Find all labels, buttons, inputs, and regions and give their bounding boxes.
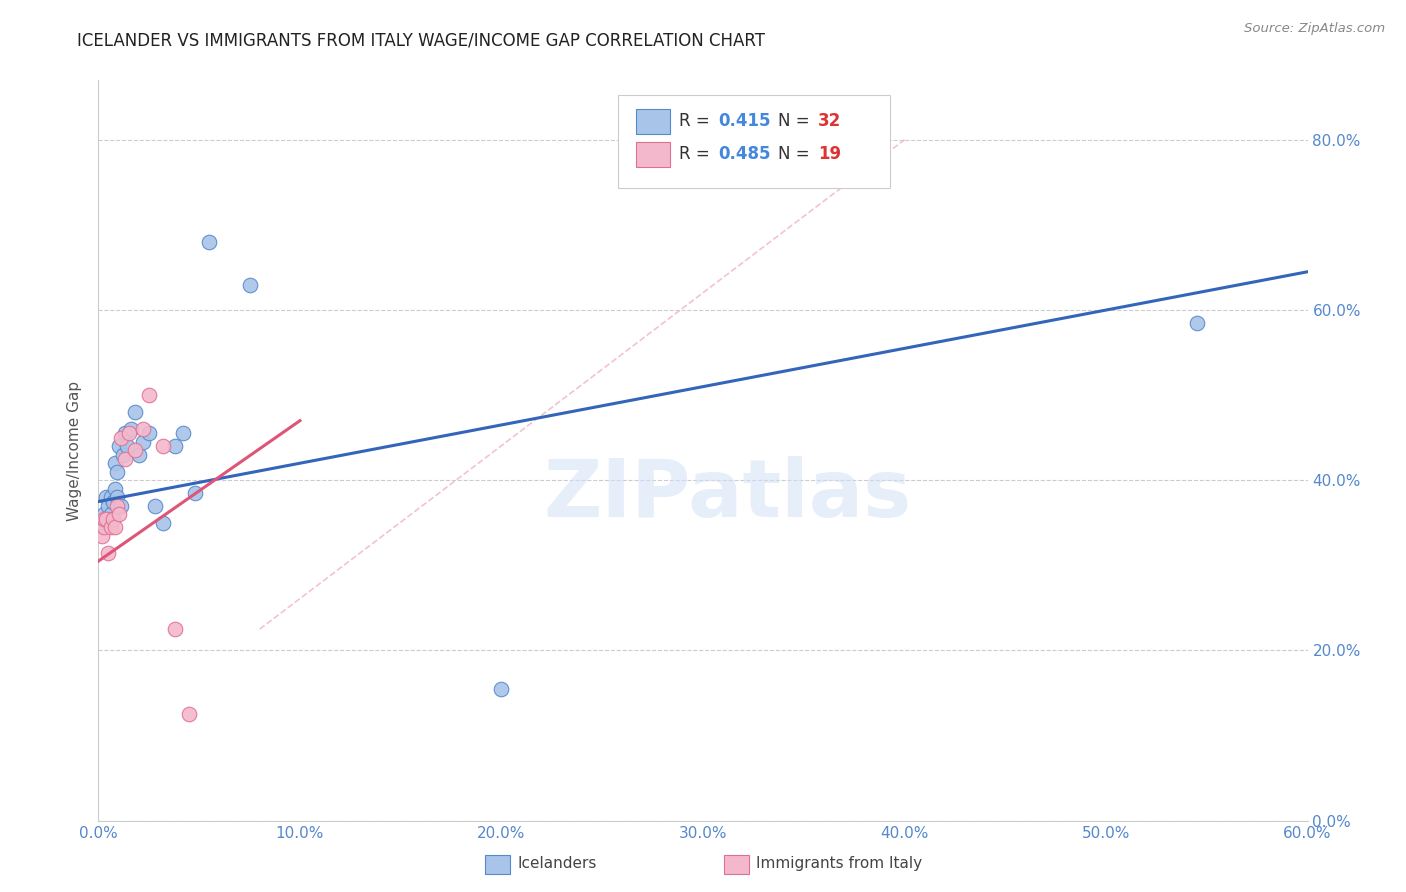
- FancyBboxPatch shape: [637, 142, 671, 167]
- Point: [128, 448, 150, 462]
- Point: [1185, 316, 1208, 330]
- Point: [138, 426, 160, 441]
- Point: [97, 511, 120, 525]
- Point: [118, 426, 141, 441]
- Point: [91, 528, 114, 542]
- Point: [107, 508, 129, 522]
- Point: [138, 388, 160, 402]
- Point: [100, 490, 122, 504]
- Point: [101, 511, 124, 525]
- Point: [115, 439, 138, 453]
- Point: [105, 490, 128, 504]
- Point: [239, 277, 262, 292]
- Text: R =: R =: [679, 112, 714, 130]
- Text: 0.485: 0.485: [718, 145, 772, 162]
- Point: [97, 545, 120, 559]
- Point: [100, 520, 122, 534]
- Point: [143, 499, 166, 513]
- Text: 19: 19: [818, 145, 841, 162]
- Point: [132, 434, 155, 449]
- Text: ICELANDER VS IMMIGRANTS FROM ITALY WAGE/INCOME GAP CORRELATION CHART: ICELANDER VS IMMIGRANTS FROM ITALY WAGE/…: [77, 31, 765, 49]
- Text: 0.415: 0.415: [718, 112, 772, 130]
- Point: [96, 490, 118, 504]
- Point: [105, 499, 128, 513]
- Y-axis label: Wage/Income Gap: Wage/Income Gap: [67, 380, 83, 521]
- Point: [172, 426, 194, 441]
- Text: N =: N =: [778, 145, 815, 162]
- Point: [100, 508, 122, 522]
- Text: Immigrants from Italy: Immigrants from Italy: [756, 856, 922, 871]
- Point: [152, 439, 174, 453]
- Text: Source: ZipAtlas.com: Source: ZipAtlas.com: [1244, 22, 1385, 36]
- Point: [91, 520, 114, 534]
- Point: [114, 426, 136, 441]
- Text: 32: 32: [818, 112, 841, 130]
- Point: [105, 465, 128, 479]
- Point: [93, 508, 115, 522]
- Point: [110, 431, 132, 445]
- Point: [103, 482, 125, 496]
- FancyBboxPatch shape: [637, 109, 671, 135]
- Point: [93, 511, 115, 525]
- Text: N =: N =: [778, 112, 815, 130]
- Text: ZIPatlas: ZIPatlas: [543, 456, 911, 534]
- Point: [103, 456, 125, 470]
- Point: [97, 499, 120, 513]
- Point: [114, 452, 136, 467]
- Point: [491, 681, 513, 696]
- Point: [163, 439, 186, 453]
- Point: [163, 622, 186, 636]
- Point: [124, 405, 146, 419]
- Text: Icelanders: Icelanders: [517, 856, 596, 871]
- Point: [198, 235, 221, 249]
- Point: [101, 511, 124, 525]
- Point: [93, 520, 115, 534]
- Point: [110, 499, 132, 513]
- Point: [107, 439, 129, 453]
- Point: [96, 511, 118, 525]
- Point: [184, 486, 207, 500]
- Point: [111, 448, 134, 462]
- Point: [179, 707, 201, 722]
- Point: [152, 516, 174, 530]
- Point: [120, 422, 142, 436]
- Point: [103, 520, 125, 534]
- FancyBboxPatch shape: [619, 95, 890, 187]
- Point: [101, 494, 124, 508]
- Point: [124, 443, 146, 458]
- Text: R =: R =: [679, 145, 714, 162]
- Point: [132, 422, 155, 436]
